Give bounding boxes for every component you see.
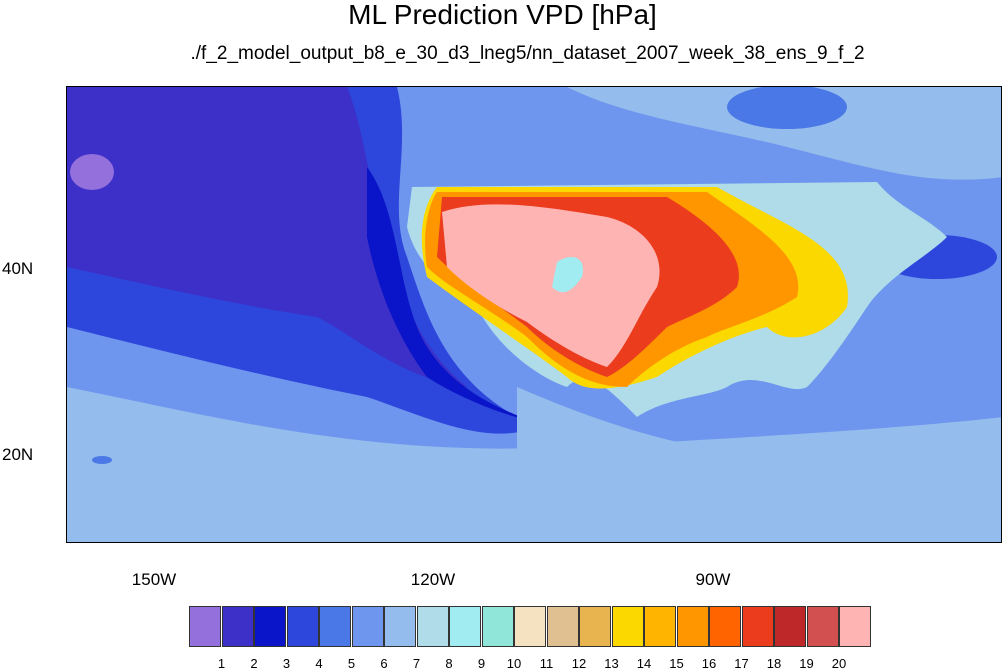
colorbar-swatch [806, 606, 839, 647]
northeast-dark-patch [727, 87, 847, 129]
colorbar-swatch [676, 606, 709, 647]
pacific-darkest-field [67, 87, 467, 387]
land-cyan-patch [552, 257, 583, 293]
colorbar-swatch [416, 606, 449, 647]
colorbar-swatch [351, 606, 384, 647]
colorbar-label: 11 [539, 656, 554, 671]
colorbar-swatch [254, 606, 286, 647]
colorbar-label: 8 [445, 656, 453, 671]
colorbar-label: 18 [766, 656, 782, 671]
colorbar-label: 9 [477, 656, 486, 671]
vpd-map [66, 86, 1002, 543]
colorbar-label: 1 [217, 656, 226, 671]
colorbar-swatch [644, 606, 676, 647]
x-tick-label: 150W [131, 570, 177, 589]
colorbar-label: 2 [250, 656, 258, 671]
colorbar-swatch [481, 606, 514, 647]
colorbar-label: 17 [734, 656, 749, 671]
colorbar-swatch [611, 606, 644, 647]
colorbar-label: 4 [315, 656, 323, 671]
northeast-light-field [567, 87, 1001, 180]
colorbar-swatch [709, 606, 741, 647]
colorbar-label: 12 [571, 656, 587, 671]
colorbar-label: 3 [282, 656, 291, 671]
colorbar-label: 16 [701, 656, 717, 671]
colorbar-label: 13 [604, 656, 619, 671]
colorbar-swatch [189, 606, 221, 647]
x-tick-label: 120W [410, 570, 456, 589]
colorbar-label: 5 [347, 656, 356, 671]
colorbar-swatch [774, 606, 806, 647]
colorbar-label: 19 [799, 656, 814, 671]
colorbar-swatch [319, 606, 351, 647]
colorbar-label: 7 [412, 656, 421, 671]
pacific-light-patch [70, 154, 114, 190]
y-tick-label: 40N [2, 259, 34, 278]
x-tick-label: 90W [695, 570, 731, 589]
colorbar-swatch [839, 606, 871, 647]
colorbar-swatch [449, 606, 481, 647]
map-subtitle: ./f_2_model_output_b8_e_30_d3_lneg5/nn_d… [190, 43, 865, 64]
colorbar-label: 6 [380, 656, 388, 671]
vpd-map-canvas [67, 87, 1001, 542]
land-pink-field [442, 204, 660, 367]
gulf-light-field [517, 387, 1001, 542]
y-tick-label: 20N [2, 445, 34, 464]
colorbar-swatch [741, 606, 774, 647]
colorbar-label: 10 [506, 656, 522, 671]
colorbar-swatch [221, 606, 254, 647]
hawaii-islands [92, 456, 112, 464]
colorbar-swatch [579, 606, 611, 647]
colorbar-label: 20 [831, 656, 847, 671]
colorbar-swatch [384, 606, 416, 647]
colorbar-swatch [286, 606, 319, 647]
colorbar-swatch [514, 606, 546, 647]
colorbar-label: 14 [636, 656, 652, 671]
colorbar-swatch [546, 606, 579, 647]
map-title: ML Prediction VPD [hPa] [348, 0, 657, 30]
colorbar-label: 15 [669, 656, 684, 671]
coast-darkest-field [367, 167, 537, 422]
